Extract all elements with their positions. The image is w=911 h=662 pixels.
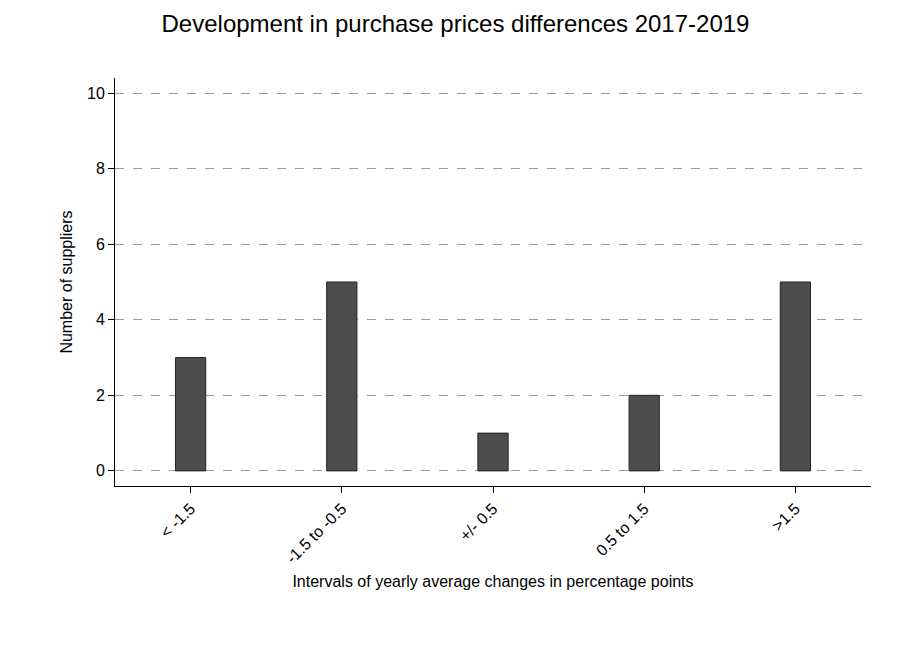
- svg-text:Intervals of yearly average ch: Intervals of yearly average changes in p…: [292, 573, 693, 590]
- svg-text:0.5 to 1.5: 0.5 to 1.5: [593, 500, 652, 559]
- svg-text:8: 8: [96, 160, 105, 177]
- svg-text:0: 0: [96, 462, 105, 479]
- svg-text:10: 10: [87, 85, 105, 102]
- svg-text:< -1.5: < -1.5: [157, 500, 198, 541]
- svg-text:-1.5 to -0.5: -1.5 to -0.5: [283, 500, 350, 567]
- svg-text:>1.5: >1.5: [769, 500, 803, 534]
- svg-text:2: 2: [96, 387, 105, 404]
- svg-text:Development in purchase prices: Development in purchase prices differenc…: [162, 10, 750, 37]
- svg-text:4: 4: [96, 311, 105, 328]
- svg-text:Number of suppliers: Number of suppliers: [58, 210, 75, 353]
- svg-text:+/- 0.5: +/- 0.5: [456, 500, 500, 544]
- svg-text:6: 6: [96, 236, 105, 253]
